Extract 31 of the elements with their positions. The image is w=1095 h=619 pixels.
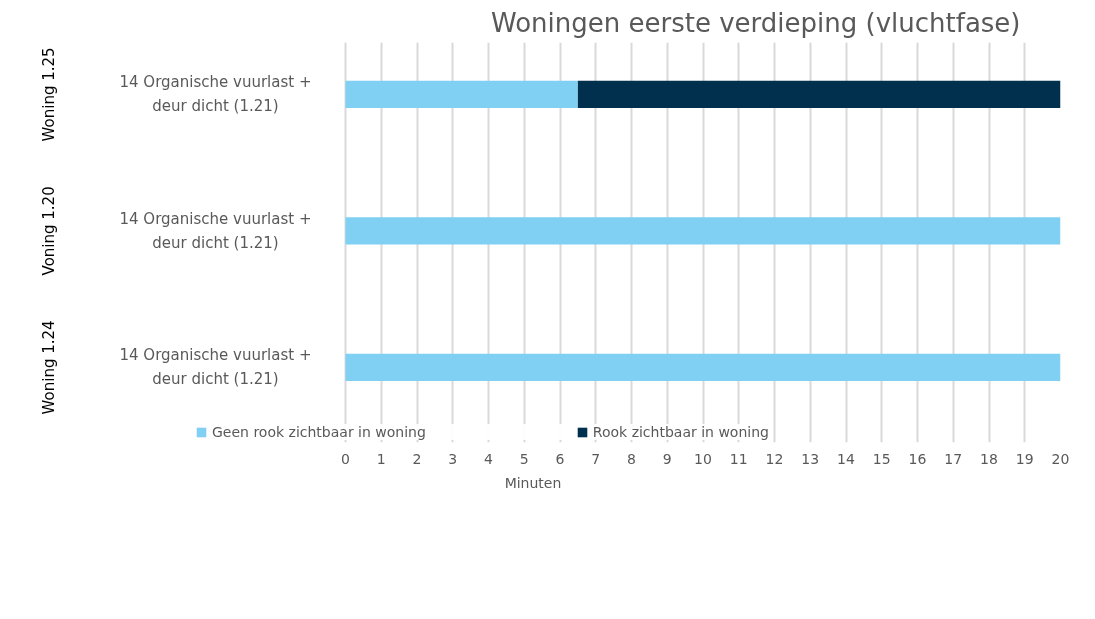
text: Woning 1.25 xyxy=(39,47,58,142)
text: Woning 1.24 xyxy=(39,320,58,415)
x-tick-label: 4 xyxy=(484,450,494,467)
x-tick-label: 10 xyxy=(694,450,712,467)
x-tick-label: 0 xyxy=(341,450,350,467)
x-tick-label: 12 xyxy=(765,450,784,467)
legend-label: Geen rook zichtbaar in woning xyxy=(212,424,426,440)
x-axis-title: Minuten xyxy=(504,474,562,491)
x-tick-label: 8 xyxy=(627,450,636,467)
x-tick-label: 11 xyxy=(729,450,748,467)
x-tick-label: 18 xyxy=(980,450,998,467)
legend-label: Rook zichtbaar in woning xyxy=(592,424,769,440)
x-tick-label: 2 xyxy=(412,450,422,467)
x-tick-label: 5 xyxy=(519,450,529,467)
x-tick-label: 14 xyxy=(837,450,855,467)
y-tick-label: 14 Organische vuurlast + deur dicht (1.21) xyxy=(119,209,312,252)
x-tick-label: 19 xyxy=(1015,450,1034,467)
y-tick-label: 14 Organische vuurlast + deur dicht (1.21) xyxy=(119,73,312,116)
text: Voning 1.20 xyxy=(39,186,58,276)
x-tick-label: 13 xyxy=(801,450,820,467)
x-tick-label: 6 xyxy=(555,450,565,467)
chart-title: Woningen eerste verdieping (vluchtfase) xyxy=(491,7,1021,38)
x-tick-label: 16 xyxy=(908,450,927,467)
x-tick-label: 9 xyxy=(662,450,672,467)
x-tick-label: 15 xyxy=(872,450,891,467)
x-tick-label: 3 xyxy=(448,450,458,467)
x-tick-label: 7 xyxy=(591,450,601,467)
y-tick-label: 14 Organische vuurlast + deur dicht (1.21) xyxy=(119,346,312,389)
x-tick-label: 1 xyxy=(376,450,386,467)
x-tick-label: 17 xyxy=(944,450,963,467)
x-tick-label: 20 xyxy=(1051,450,1070,467)
